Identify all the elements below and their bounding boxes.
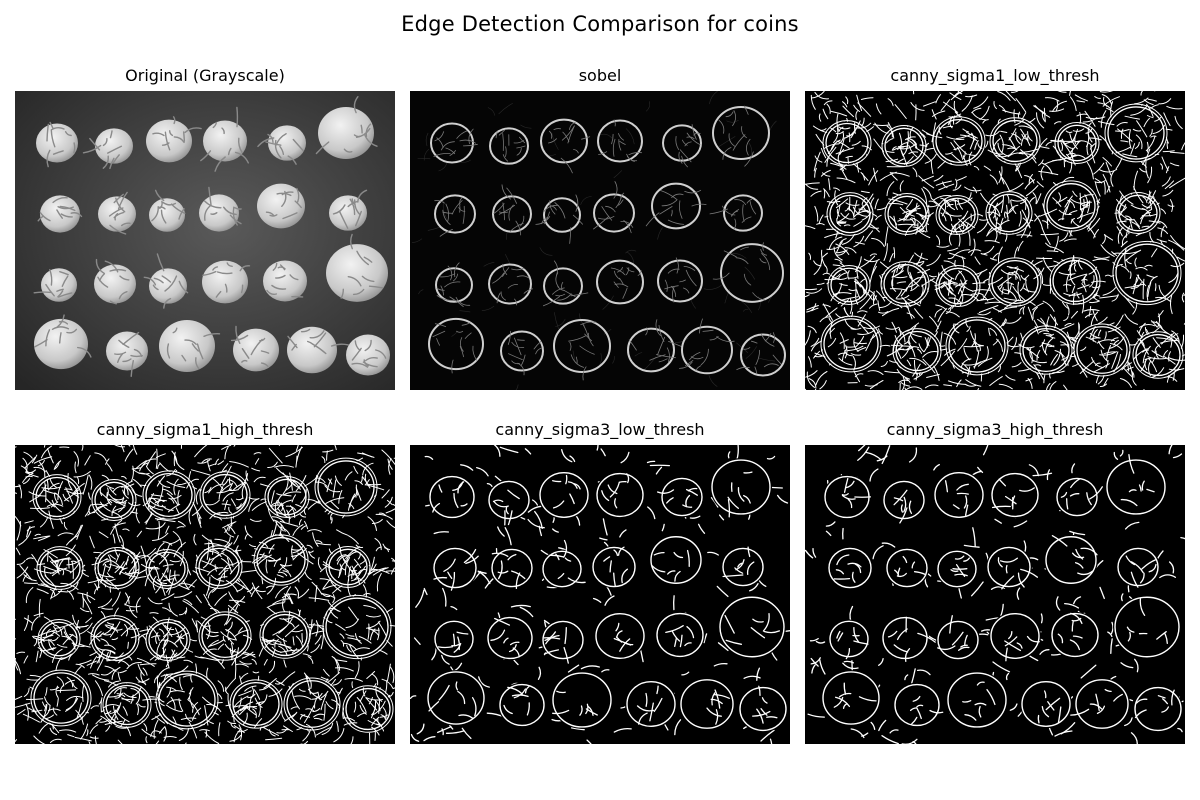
panel-title: canny_sigma3_low_thresh [495,420,705,439]
panel-canny-sigma1-low: canny_sigma1_low_thresh [805,64,1185,390]
panel-canny-sigma3-low: canny_sigma3_low_thresh [410,420,790,746]
panel-image-canny-sigma3-high [805,445,1185,744]
panel-image-sobel [410,91,790,390]
panel-title: canny_sigma1_high_thresh [96,420,314,439]
panel-title: canny_sigma3_high_thresh [886,420,1104,439]
panel-image-canny-sigma1-high [15,445,395,744]
panel-image-canny-sigma1-low [805,91,1185,390]
panel-image-canny-sigma3-low [410,445,790,744]
panel-image-original [15,91,395,390]
panel-canny-sigma3-high: canny_sigma3_high_thresh [805,420,1185,746]
panel-sobel: sobel [410,64,790,390]
panel-title: Original (Grayscale) [125,66,285,85]
figure-title: Edge Detection Comparison for coins [401,12,799,36]
panel-title: sobel [578,66,622,85]
panel-canny-sigma1-high: canny_sigma1_high_thresh [15,420,395,746]
panel-title: canny_sigma1_low_thresh [890,66,1100,85]
panel-original: Original (Grayscale) [15,64,395,390]
